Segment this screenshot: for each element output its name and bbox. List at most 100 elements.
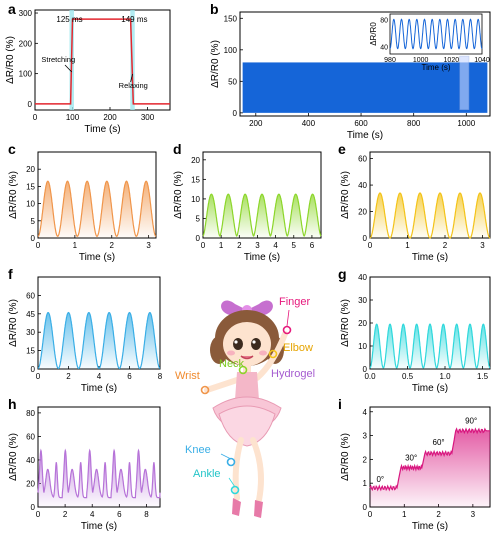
mouth [240,355,254,360]
cheek-right [259,350,267,356]
y-tick-label: 0 [363,365,368,374]
sensor-neck [238,365,248,375]
leader-ankle [228,477,236,488]
arm-right [254,331,288,381]
y-tick-label: 200 [19,39,33,48]
series-area [370,324,490,369]
x-tick-label: 4 [273,241,278,250]
chart-f: 0 2 4 6 8 0 15 30 45 60 f Time (s) ΔR/R0 (%) [8,266,163,394]
label-finger: Finger [279,296,311,308]
panel-letter: c [8,141,16,157]
x-tick-label: 3 [480,241,485,250]
leader-finger [286,309,290,327]
y-tick-label: 30 [26,328,35,337]
ballerina-figure [200,300,292,518]
arm-left [204,377,240,393]
x-tick-label: 2 [237,241,242,250]
y-tick-label: 0 [196,234,201,243]
y-axis-label: ΔR/R0 (%) [173,171,184,219]
y-tick-label: 20 [358,208,367,217]
sensor-elbow [268,349,278,359]
panel-i: 0 1 2 3 0 1 2 3 4 0° 30° 60° 90° i Time (s) ΔR/R0 (%) [330,395,500,534]
x-tick-label: 1.0 [439,372,451,381]
x-axis-label: Time (s) [81,521,117,532]
label-ankle: Ankle [193,468,221,480]
inset-y-tick-label: 40 [380,44,388,51]
cheek-left [227,350,235,356]
x-tick-label: 0 [36,372,41,381]
y-tick-label: 80 [26,409,35,418]
plot-frame [369,151,491,239]
y-tick-label: 100 [224,46,238,55]
label-knee: Knee [185,444,211,456]
y-tick-label: 3 [363,432,368,441]
panel-h: 0 2 4 6 8 0 20 40 60 80 h Time (s) ΔR/R0 (%) [0,395,170,534]
inset-x-tick-label: 980 [384,57,396,64]
x-tick-label: 6 [127,372,132,381]
angle-label: 60° [433,438,445,447]
y-tick-label: 100 [19,70,33,79]
y-tick-label: 0 [363,234,368,243]
annotation-149ms: 149 ms [121,15,147,24]
ballerina-illustration: Finger Elbow Neck Hydrogel Wrist Knee An… [175,290,335,530]
x-axis-label: Time (s) [347,130,383,140]
chart-i: 0 1 2 3 0 1 2 3 4 0° 30° 60° 90° i Time (s) ΔR/R0 (%) [338,396,491,532]
y-tick-label: 0 [233,109,238,118]
panel-letter: g [338,266,347,282]
series-line [369,323,491,369]
chart-b: 200 400 600 800 1000 0 50 100 150 980 1000 1020 1040… [210,1,491,141]
series-line [202,193,322,237]
angle-label: 30° [405,454,417,463]
x-tick-label: 0 [368,510,373,519]
y-axis-label: ΔR/R0 (%) [8,171,19,219]
inset-y-tick-label: 80 [380,18,388,25]
x-tick-label: 2 [63,510,68,519]
y-tick-label: 0 [31,503,36,512]
y-tick-label: 5 [196,214,201,223]
x-tick-label: 1 [402,510,407,519]
x-tick-label: 3 [471,510,476,519]
x-axis-label: Time (s) [79,252,115,263]
eye-highlight-left [234,340,238,344]
y-tick-label: 10 [358,342,367,351]
y-axis-label: ΔR/R0 (%) [210,40,221,88]
sensor-finger [282,325,292,335]
inset-frame [389,13,483,55]
angle-label: 0° [376,475,384,484]
sensor-knee [226,457,236,467]
series-area [370,428,490,507]
sensor-wrist [200,385,210,395]
x-tick-label: 1.5 [477,372,489,381]
y-tick-label: 30 [358,296,367,305]
y-axis-label-group: ΔR/R0 (%) [173,171,184,219]
annotation-125ms: 125 ms [56,15,82,24]
panel-d: 0 1 2 3 4 5 6 0 5 10 15 20 d Time (s) ΔR/R0 (%) [165,140,330,265]
panel-letter: i [338,396,342,412]
x-tick-label: 400 [302,119,316,128]
series-line [37,311,161,370]
panel-letter: f [8,266,13,282]
y-tick-label: 20 [358,319,367,328]
series-area [203,194,321,238]
x-tick-label: 1 [219,241,224,250]
panel-a: 0 100 200 300 0 100 200 300 125 ms 149 ms Stretchi… [0,0,180,140]
y-tick-label: 0 [31,234,36,243]
x-tick-label: 0.5 [402,372,414,381]
x-tick-label: 0 [368,241,373,250]
y-tick-label: 4 [363,408,368,417]
x-tick-label: 0.0 [364,372,376,381]
y-axis-label: ΔR/R0 (%) [8,299,19,347]
y-tick-label: 0 [31,365,36,374]
y-axis-label-group: ΔR/R0 (%) [210,40,221,88]
arrow-relaxing [130,73,133,83]
y-axis-label-group: ΔR/R0 (%) [340,299,351,347]
series-area [38,312,160,369]
inset-y-axis-label: ΔR/R0 [369,22,378,46]
x-tick-label: 4 [90,510,95,519]
x-tick-label: 0 [36,241,41,250]
y-axis-label-group: ΔR/R0 (%) [8,433,19,481]
y-axis-label: ΔR/R0 (%) [340,433,351,481]
x-tick-label: 8 [144,510,149,519]
plot-frame [37,151,157,239]
